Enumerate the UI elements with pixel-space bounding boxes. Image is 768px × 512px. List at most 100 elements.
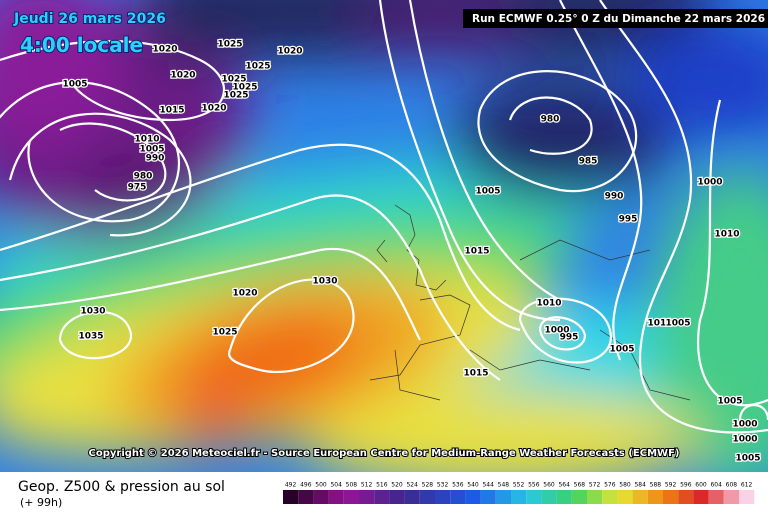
scale-label: 532 [437,482,449,489]
scale-label: 500 [315,482,327,489]
run-info-box [463,9,768,28]
isobar-label: 1020 [277,47,302,57]
scale-label: 496 [300,482,312,489]
isobar-label: 1025 [221,75,246,85]
isobar-label: 1025 [232,83,257,93]
isobar-label: 1005 [139,145,164,155]
isobar-label: 1005 [475,187,500,197]
isobar-label: 980 [134,172,153,182]
isobar-label: 1035 [78,332,103,342]
scale-label: 556 [528,482,540,489]
color-swatch [328,490,344,504]
color-swatch [359,490,375,504]
isobar-label: 1020 [232,289,257,299]
scale-label: 576 [604,482,616,489]
copyright: Copyright © 2026 Meteociel.fr - Source E… [89,448,680,459]
field-background [0,0,768,472]
isobar-label: 1000 [697,178,722,188]
scale-label: 504 [330,482,342,489]
isobar-label: 1005 [665,319,690,329]
scale-label: 540 [467,482,479,489]
color-swatch [450,490,466,504]
color-swatch [632,490,648,504]
isobar-label: 980 [541,115,560,125]
isobar-label: 1030 [80,307,105,317]
isobar-label: 1020 [201,104,226,114]
color-swatch [374,490,390,504]
scale-label: 516 [376,482,388,489]
color-swatch [495,490,511,504]
isobar-label: 995 [560,333,579,343]
isobar-label: 1025 [245,62,270,72]
color-swatch [283,490,299,504]
scale-label: 520 [391,482,403,489]
isobar-label: 1000 [544,326,569,336]
isobar-label: 1015 [464,247,489,257]
run-info: Run ECMWF 0.25° 0 Z du Dimanche 22 mars … [472,13,765,25]
color-swatch [389,490,405,504]
scale-label: 564 [558,482,570,489]
scale-label: 572 [589,482,601,489]
scale-label: 596 [680,482,692,489]
color-scale: 492 496 500 504 508 512 516 520 524 528 532 536 540 5… [283,482,755,504]
isobar-label: 995 [619,215,638,225]
scale-label: 492 [285,482,297,489]
isobar-label: 1025 [223,91,248,101]
isobar-label: 990 [146,154,165,164]
scale-label: 548 [498,482,510,489]
color-swatch [343,490,359,504]
isobar-label: 1005 [609,345,634,355]
isobar-label: 1005 [735,454,760,464]
isobar-label: 1010 [647,319,672,329]
scale-label: 524 [406,482,418,489]
color-swatch [708,490,724,504]
isobar-label: 1020 [152,45,177,55]
isobar-label: 1000 [732,420,757,430]
local-time: 4:00 locale [20,33,143,57]
isobar-label: 1015 [463,369,488,379]
isobar-label: 1020 [170,71,195,81]
scale-label: 552 [513,482,525,489]
scale-label: 512 [361,482,373,489]
color-swatch [435,490,451,504]
isobar-label: 1005 [62,80,87,90]
scale-label: 608 [726,482,738,489]
isobar-label: 1030 [312,277,337,287]
scale-label: 536 [452,482,464,489]
scale-label: 568 [574,482,586,489]
color-swatch [647,490,663,504]
scale-label: 560 [543,482,555,489]
scale-label: 580 [619,482,631,489]
valid-date: Jeudi 26 mars 2026 [13,11,166,27]
scale-label: 588 [650,482,662,489]
isobar-label: 1025 [212,328,237,338]
color-swatch [556,490,572,504]
product-title: Geop. Z500 & pression au sol [18,479,225,495]
scale-label: 604 [710,482,722,489]
scale-label: 592 [665,482,677,489]
scale-label: 508 [346,482,358,489]
scale-label: 544 [482,482,494,489]
color-swatch [404,490,420,504]
isobar-label: 985 [579,157,598,167]
color-swatch [617,490,633,504]
scale-label: 528 [422,482,434,489]
isobar-label: 1005 [717,397,742,407]
color-swatch [298,490,314,504]
color-swatch [663,490,679,504]
color-swatch [541,490,557,504]
color-swatch [678,490,694,504]
color-swatch [587,490,603,504]
isobar-label: 1015 [159,106,184,116]
color-swatch [602,490,618,504]
color-swatch [571,490,587,504]
color-swatch [526,490,542,504]
isobar-label: 1010 [536,299,561,309]
color-swatch [693,490,709,504]
forecast-hour: (+ 99h) [20,496,62,509]
scale-label: 612 [741,482,753,489]
color-swatch [313,490,329,504]
